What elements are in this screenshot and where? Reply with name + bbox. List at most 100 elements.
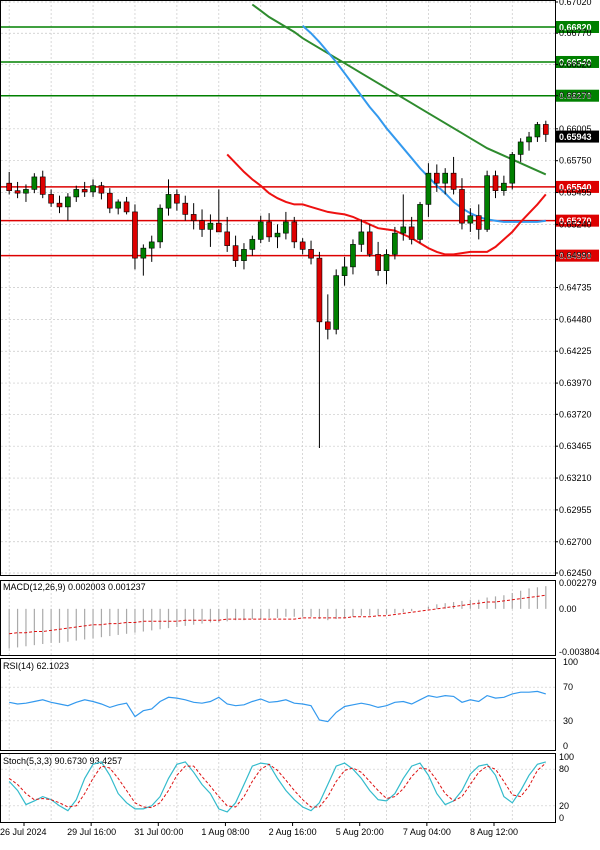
price-level-label: 0.66270 (559, 91, 592, 101)
time-tick-label: 5 Aug 20:00 (336, 827, 384, 837)
price-level-badge (556, 214, 599, 227)
stoch-panel: Stoch(5,3,3) 90.6730 93.4257 100 80 20 0 (1, 752, 574, 823)
price-level-badge (556, 20, 599, 33)
ma-red-line (226, 153, 547, 256)
macd-tick-label: 0.00 (559, 604, 577, 614)
bearish-candle (199, 220, 205, 230)
bearish-candle (106, 192, 113, 209)
bearish-candle (98, 185, 105, 194)
price-level-label: 0.65270 (559, 216, 592, 226)
bullish-candle (526, 136, 532, 143)
current-price-badge (556, 130, 599, 143)
price-tick-label: 0.64225 (559, 346, 592, 356)
price-tick-label: 0.63970 (559, 378, 592, 388)
bearish-candle (182, 202, 189, 215)
bullish-candle (517, 141, 524, 155)
bearish-candle (39, 176, 46, 195)
price-tick-label: 0.63210 (559, 473, 592, 483)
bullish-candle (283, 221, 289, 234)
price-level-label: 0.66540 (559, 57, 592, 67)
moving-averages (226, 3, 547, 256)
horizontal-levels: 0.66820 0.66540 0.66270 0.65540 0.65270 0.649… (1, 20, 599, 262)
rsi-tick-label: 100 (563, 657, 578, 667)
price-tick-label: 0.66770 (559, 28, 592, 38)
time-tick-label: 31 Jul 00:00 (134, 827, 183, 837)
bullish-candle (241, 249, 247, 261)
bullish-candle (115, 201, 122, 209)
bullish-candle (501, 182, 507, 191)
bullish-candle (417, 204, 423, 240)
bullish-candle (23, 189, 29, 194)
price-tick-label: 0.66520 (559, 59, 592, 69)
ma-blue-line (302, 24, 546, 223)
bullish-candle (383, 254, 390, 271)
stoch-k-line (8, 761, 546, 813)
bearish-candle (299, 241, 306, 250)
bullish-candle (392, 232, 398, 255)
bullish-candle (157, 207, 163, 243)
bearish-candle (450, 172, 457, 190)
price-level-badge (556, 249, 599, 262)
bullish-candle (484, 175, 490, 230)
price-axis: 0.67020 0.66770 0.66520 0.66270 0.66005 0.657… (555, 0, 599, 578)
bearish-candle (291, 221, 298, 243)
bullish-candle (442, 172, 449, 184)
price-tick-label: 0.63720 (559, 409, 592, 419)
bearish-candle (132, 211, 138, 259)
price-panel-frame (0, 0, 556, 576)
bearish-candle (459, 189, 465, 224)
bullish-candle (333, 275, 340, 330)
price-tick-label: 0.63465 (559, 441, 592, 451)
rsi-tick-label: 0 (563, 741, 568, 751)
bearish-candle (324, 321, 331, 330)
price-tick-label: 0.62955 (559, 505, 592, 515)
bearish-candle (174, 194, 180, 204)
rsi-panel-frame (0, 658, 556, 751)
stoch-d-line (8, 762, 547, 809)
time-tick-label: 7 Aug 04:00 (403, 827, 451, 837)
bearish-candle (266, 221, 272, 238)
bearish-candle (308, 249, 314, 259)
bearish-candle (232, 245, 239, 261)
bullish-candle (274, 232, 281, 238)
macd-label: MACD(12,26,9) 0.002003 0.001237 (3, 582, 146, 592)
bullish-candle (350, 244, 356, 268)
bullish-candle (165, 194, 172, 209)
bearish-candle (316, 257, 323, 323)
bearish-candle (48, 194, 54, 204)
candles (6, 120, 549, 449)
rsi-panel: RSI(14) 62.1023 100 70 30 0 (1, 657, 578, 751)
bearish-candle (215, 222, 222, 233)
bullish-candle (467, 215, 474, 224)
price-level-label: 0.64990 (559, 251, 592, 261)
bullish-candle (207, 222, 214, 230)
bullish-candle (90, 185, 96, 193)
price-tick-label: 0.66270 (559, 91, 592, 101)
bearish-candle (224, 231, 231, 246)
bullish-candle (257, 221, 264, 240)
price-level-badge (556, 55, 599, 68)
bullish-candle (425, 172, 432, 205)
bullish-candle (341, 266, 348, 276)
price-tick-label: 0.65750 (559, 156, 592, 166)
price-tick-label: 0.62450 (559, 568, 592, 578)
time-tick-label: 29 Jul 16:00 (67, 827, 116, 837)
stoch-tick-label: 0 (559, 813, 564, 823)
bullish-candle (509, 154, 516, 184)
rsi-line (9, 690, 546, 723)
price-tick-label: 0.65495 (559, 188, 592, 198)
bearish-candle (6, 182, 13, 191)
bearish-candle (56, 202, 63, 208)
time-axis: 26 Jul 2024 29 Jul 16:00 31 Jul 00:00 1 Aug… (0, 822, 518, 837)
price-tick-label: 0.65240 (559, 219, 592, 229)
bearish-candle (123, 201, 130, 213)
bullish-candle (73, 189, 80, 198)
bullish-candle (31, 176, 38, 190)
price-tick-label: 0.67020 (559, 0, 592, 7)
bearish-candle (475, 215, 482, 230)
time-tick-label: 26 Jul 2024 (0, 827, 47, 837)
bearish-candle (190, 214, 197, 221)
time-tick-label: 1 Aug 08:00 (201, 827, 249, 837)
